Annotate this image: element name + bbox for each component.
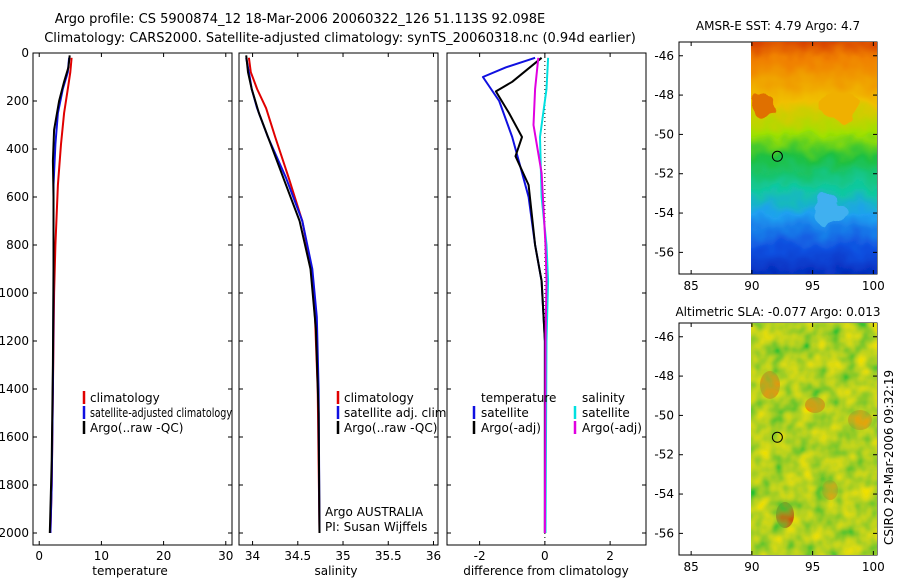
y-tick-label: -54 bbox=[654, 206, 674, 220]
y-tick-label: -56 bbox=[654, 245, 674, 259]
legend-label: Argo(..raw -QC) bbox=[344, 421, 437, 435]
y-tick-label: 0 bbox=[21, 46, 29, 60]
difference-xlabel: difference from climatology bbox=[463, 564, 629, 578]
pi-name-label: PI: Susan Wijffels bbox=[325, 520, 427, 534]
y-tick-label: -52 bbox=[654, 448, 674, 462]
x-tick-label: 20 bbox=[156, 549, 171, 563]
temperature-lines bbox=[48, 55, 73, 534]
x-tick-label: 34.5 bbox=[284, 549, 311, 563]
legend-label: climatology bbox=[344, 391, 414, 405]
x-tick-label: 90 bbox=[744, 279, 759, 293]
x-tick-label: 95 bbox=[805, 560, 820, 574]
sst-map-title: AMSR-E SST: 4.79 Argo: 4.7 bbox=[696, 19, 860, 33]
y-tick-label: -50 bbox=[654, 127, 674, 141]
sla-argo-position-marker bbox=[771, 431, 783, 443]
x-tick-label: 85 bbox=[684, 560, 699, 574]
x-tick-label: 30 bbox=[218, 549, 233, 563]
sst-map-panel: AMSR-E SST: 4.79 Argo: 4.7 -46-48-50-52-… bbox=[654, 19, 885, 293]
y-tick-label: -48 bbox=[654, 369, 674, 383]
salinity-legend[interactable]: climatology satellite adj. clim. Argo(..… bbox=[336, 391, 450, 435]
y-tick-label: 1000 bbox=[0, 286, 29, 300]
temperature-panel: 0 200 400 600 800 1000 1200 1400 1600 1800 2000 0 1… bbox=[0, 46, 233, 578]
salinity-panel: 34 34.5 35 35.5 36 salinity climatology sate… bbox=[238, 52, 450, 578]
temperature-x-ticks: 0 10 20 30 bbox=[35, 53, 233, 563]
x-tick-label: 36 bbox=[426, 549, 441, 563]
side-timestamp-label: CSIRO 29-Mar-2006 09:32:19 bbox=[882, 370, 896, 545]
sst-argo-position-marker bbox=[771, 150, 783, 162]
series-line-temperature-argo-adj bbox=[494, 57, 546, 533]
y-tick-label: -56 bbox=[654, 526, 674, 540]
legend-label: satellite bbox=[481, 406, 529, 420]
temperature-legend[interactable]: climatology satellite-adjusted climatolo… bbox=[82, 391, 232, 435]
x-tick-label: 100 bbox=[862, 279, 885, 293]
sla-x-ticks: 85 90 95 100 bbox=[684, 323, 885, 574]
salinity-y-ticks bbox=[239, 52, 438, 534]
y-tick-label: 600 bbox=[6, 190, 29, 204]
x-tick-label: 2 bbox=[606, 549, 614, 563]
sla-map-panel: Altimetric SLA: -0.077 Argo: 0.013 -46-4… bbox=[654, 305, 884, 574]
y-tick-label: -46 bbox=[654, 49, 674, 63]
difference-y-ticks bbox=[447, 52, 646, 534]
salinity-x-ticks: 34 34.5 35 35.5 36 bbox=[245, 53, 441, 563]
x-tick-label: 90 bbox=[744, 560, 759, 574]
legend-label: Argo(..raw -QC) bbox=[90, 421, 183, 435]
y-tick-label: 1600 bbox=[0, 430, 29, 444]
legend-title-temperature: temperature bbox=[481, 391, 556, 405]
difference-legend[interactable]: temperature salinity satellite Argo(-adj… bbox=[472, 391, 642, 435]
sst-heatmap bbox=[751, 42, 877, 274]
sla-y-ticks: -46 -48 -50 -52 -54 -56 bbox=[654, 330, 877, 540]
temperature-xlabel: temperature bbox=[92, 564, 167, 578]
y-tick-label: 1400 bbox=[0, 382, 29, 396]
salinity-lines bbox=[245, 55, 321, 534]
x-tick-label: 85 bbox=[684, 279, 699, 293]
y-tick-label: 200 bbox=[6, 94, 29, 108]
y-tick-label: 2000 bbox=[0, 526, 29, 540]
legend-label: satellite adj. clim. bbox=[344, 406, 450, 420]
sst-x-ticks: 85 90 95 100 bbox=[684, 42, 885, 293]
y-tick-label: -46 bbox=[654, 330, 674, 344]
sla-heatmap bbox=[751, 323, 877, 555]
y-tick-label: -50 bbox=[654, 408, 674, 422]
x-tick-label: 34 bbox=[245, 549, 260, 563]
salinity-axes-frame bbox=[238, 52, 439, 546]
argo-country-label: Argo AUSTRALIA bbox=[325, 505, 424, 519]
y-tick-label: 800 bbox=[6, 238, 29, 252]
sla-map-title: Altimetric SLA: -0.077 Argo: 0.013 bbox=[675, 305, 880, 319]
x-tick-label: 0 bbox=[35, 549, 43, 563]
legend-label: Argo(-adj) bbox=[582, 421, 642, 435]
salinity-xlabel: salinity bbox=[314, 564, 357, 578]
series-line-salinity-argo-adj bbox=[532, 57, 548, 534]
series-line-argo-raw-qc bbox=[48, 55, 71, 534]
difference-lines bbox=[481, 56, 550, 534]
y-tick-label: -52 bbox=[654, 167, 674, 181]
x-tick-label: 95 bbox=[805, 279, 820, 293]
series-line-argo-raw-qc bbox=[245, 55, 321, 534]
temperature-axes-frame bbox=[32, 52, 233, 546]
header-line1: Argo profile: CS 5900874_12 18-Mar-2006 … bbox=[55, 12, 545, 27]
y-tick-label: -48 bbox=[654, 88, 674, 102]
legend-title-salinity: salinity bbox=[582, 391, 625, 405]
legend-label: satellite-adjusted climatology bbox=[90, 406, 232, 420]
y-tick-label: 400 bbox=[6, 142, 29, 156]
temperature-y-ticks: 0 200 400 600 800 1000 1200 1400 1600 1800 2000 bbox=[0, 46, 232, 540]
y-tick-label: 1200 bbox=[0, 334, 29, 348]
x-tick-label: 10 bbox=[94, 549, 109, 563]
difference-panel: -2 0 2 difference from climatology tempera… bbox=[446, 52, 647, 578]
x-tick-label: -2 bbox=[474, 549, 486, 563]
y-tick-label: 1800 bbox=[0, 478, 29, 492]
x-tick-label: 35 bbox=[335, 549, 350, 563]
y-tick-label: -54 bbox=[654, 487, 674, 501]
x-tick-label: 100 bbox=[862, 560, 885, 574]
legend-label: climatology bbox=[90, 391, 160, 405]
header-line2: Climatology: CARS2000. Satellite-adjuste… bbox=[44, 31, 636, 46]
legend-label: Argo(-adj) bbox=[481, 421, 541, 435]
legend-label: satellite bbox=[582, 406, 630, 420]
x-tick-label: 0 bbox=[541, 549, 549, 563]
x-tick-label: 35.5 bbox=[375, 549, 402, 563]
sst-y-ticks: -46 -48 -50 -52 -54 -56 bbox=[654, 49, 877, 259]
